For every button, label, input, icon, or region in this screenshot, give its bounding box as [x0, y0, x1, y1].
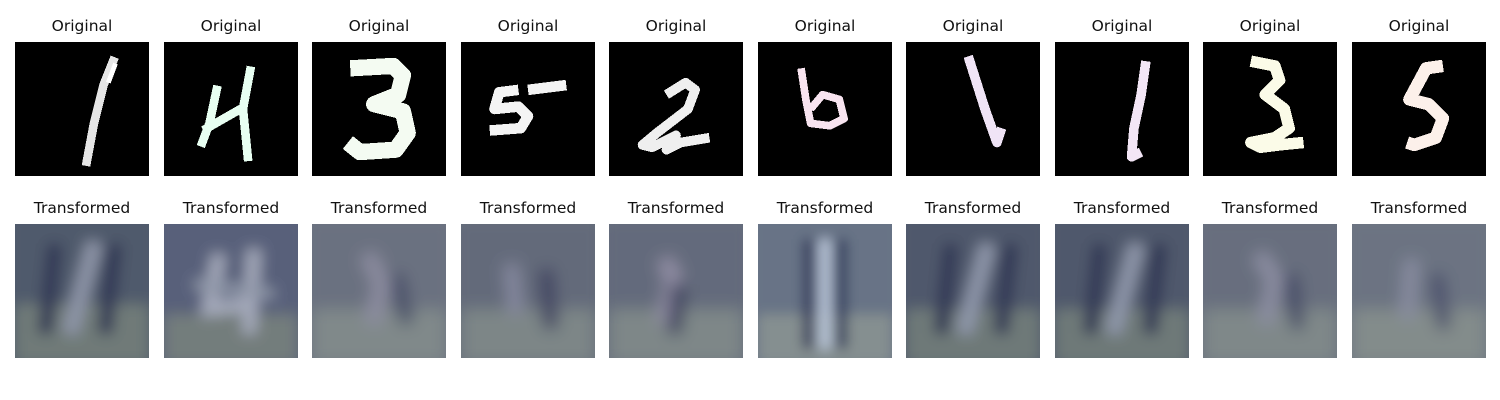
original-title: Original [794, 17, 856, 35]
original-title: Original [1091, 17, 1153, 35]
transformed-image [906, 224, 1040, 358]
transformed-image [461, 224, 595, 358]
transformed-panel: Transformed [1055, 198, 1189, 358]
original-title: Original [51, 17, 113, 35]
transformed-panel: Transformed [1352, 198, 1486, 358]
original-row: Original Original Original Original [0, 16, 1500, 176]
transformed-title: Transformed [330, 199, 428, 217]
transformed-title: Transformed [479, 199, 577, 217]
transformed-panel: Transformed [609, 198, 743, 358]
original-title: Original [1388, 17, 1450, 35]
transformed-image [164, 224, 298, 358]
original-panel: Original [609, 16, 743, 176]
transformed-image [758, 224, 892, 358]
transformed-panel: Transformed [164, 198, 298, 358]
original-image [461, 42, 595, 176]
transformed-image [1055, 224, 1189, 358]
transformed-title: Transformed [1073, 199, 1171, 217]
original-panel: Original [758, 16, 892, 176]
transformed-image [312, 224, 446, 358]
original-title: Original [497, 17, 559, 35]
original-image [1352, 42, 1486, 176]
original-panel: Original [164, 16, 298, 176]
transformed-panel: Transformed [461, 198, 595, 358]
original-panel: Original [312, 16, 446, 176]
original-image [1055, 42, 1189, 176]
original-image [758, 42, 892, 176]
original-title: Original [348, 17, 410, 35]
transformed-title: Transformed [182, 199, 280, 217]
original-panel: Original [1352, 16, 1486, 176]
original-title: Original [1239, 17, 1301, 35]
original-title: Original [200, 17, 262, 35]
original-title: Original [942, 17, 1004, 35]
transformed-title: Transformed [776, 199, 874, 217]
transformed-image [1352, 224, 1486, 358]
transformed-image [609, 224, 743, 358]
transformed-title: Transformed [627, 199, 725, 217]
transformed-panel: Transformed [15, 198, 149, 358]
transformed-image [1203, 224, 1337, 358]
original-panel: Original [1055, 16, 1189, 176]
transformed-panel: Transformed [312, 198, 446, 358]
original-image [312, 42, 446, 176]
transformed-image [15, 224, 149, 358]
original-panel: Original [461, 16, 595, 176]
transformed-title: Transformed [924, 199, 1022, 217]
original-image [609, 42, 743, 176]
transformed-panel: Transformed [906, 198, 1040, 358]
transformed-row: Transformed Transformed [0, 198, 1500, 358]
original-title: Original [645, 17, 707, 35]
original-image [164, 42, 298, 176]
transformed-title: Transformed [1221, 199, 1319, 217]
original-panel: Original [906, 16, 1040, 176]
original-panel: Original [1203, 16, 1337, 176]
original-image [1203, 42, 1337, 176]
original-image [906, 42, 1040, 176]
transformed-panel: Transformed [758, 198, 892, 358]
transformed-title: Transformed [33, 199, 131, 217]
transformed-title: Transformed [1370, 199, 1468, 217]
original-panel: Original [15, 16, 149, 176]
original-image [15, 42, 149, 176]
transformed-panel: Transformed [1203, 198, 1337, 358]
